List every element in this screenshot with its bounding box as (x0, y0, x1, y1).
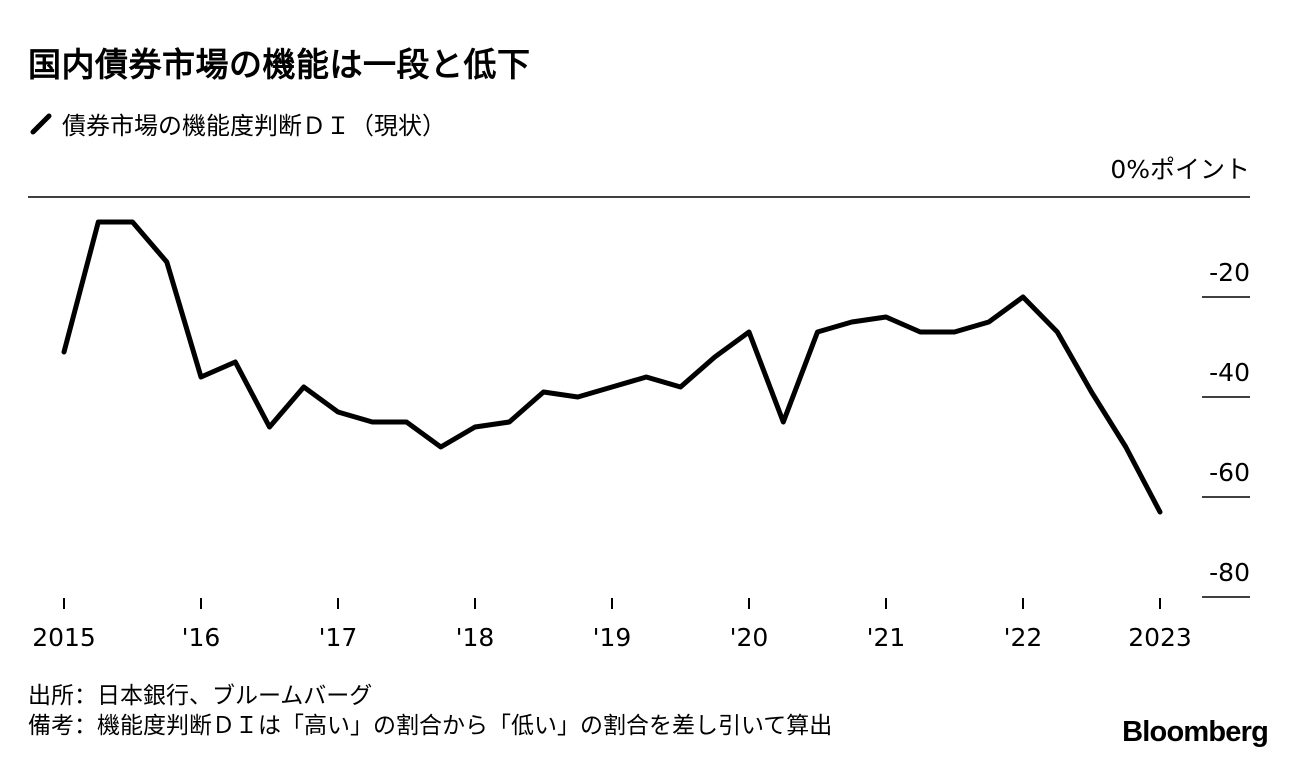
legend: 債券市場の機能度判断ＤＩ（現状） (30, 106, 446, 141)
x-tick-label: '16 (182, 623, 221, 652)
x-tick-label: '22 (1004, 623, 1043, 652)
x-tick-label: '20 (730, 623, 769, 652)
series-line (61, 219, 1163, 515)
legend-label: 債券市場の機能度判断ＤＩ（現状） (62, 112, 446, 140)
chart-title: 国内債券市場の機能は一段と低下 (28, 45, 531, 84)
source-note: 出所：日本銀行、ブルームバーグ (28, 683, 373, 709)
bloomberg-logo: Bloomberg (1122, 716, 1269, 748)
y-tick-label: -40 (1209, 358, 1250, 387)
x-tick-label: '21 (867, 623, 906, 652)
x-tick-label: 2023 (1128, 623, 1192, 652)
definition-note: 備考：機能度判断ＤＩは「高い」の割合から「低い」の割合を差し引いて算出 (28, 713, 833, 739)
y-tick-label: -80 (1209, 558, 1250, 587)
y-tick-label: -20 (1209, 258, 1250, 287)
x-tick-label: '19 (593, 623, 632, 652)
x-tick-label: 2015 (32, 623, 96, 652)
y-axis-unit-label: 0%ポイント (1110, 155, 1250, 184)
legend-line-icon (30, 113, 52, 134)
y-tick-label: -60 (1209, 458, 1250, 487)
x-tick-label: '17 (319, 623, 358, 652)
x-tick-label: '18 (456, 623, 495, 652)
